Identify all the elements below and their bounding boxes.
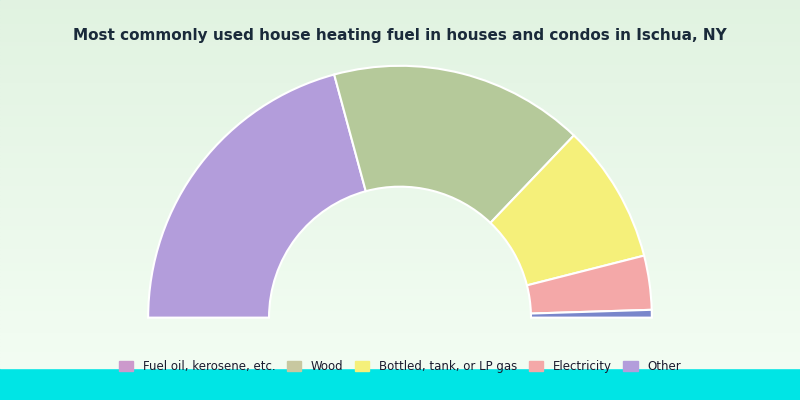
Wedge shape xyxy=(148,74,366,318)
Wedge shape xyxy=(334,66,574,223)
Text: Most commonly used house heating fuel in houses and condos in Ischua, NY: Most commonly used house heating fuel in… xyxy=(73,28,727,43)
Legend: Fuel oil, kerosene, etc., Wood, Bottled, tank, or LP gas, Electricity, Other: Fuel oil, kerosene, etc., Wood, Bottled,… xyxy=(114,354,686,379)
Wedge shape xyxy=(490,136,644,285)
Wedge shape xyxy=(531,310,652,318)
Wedge shape xyxy=(527,256,652,314)
